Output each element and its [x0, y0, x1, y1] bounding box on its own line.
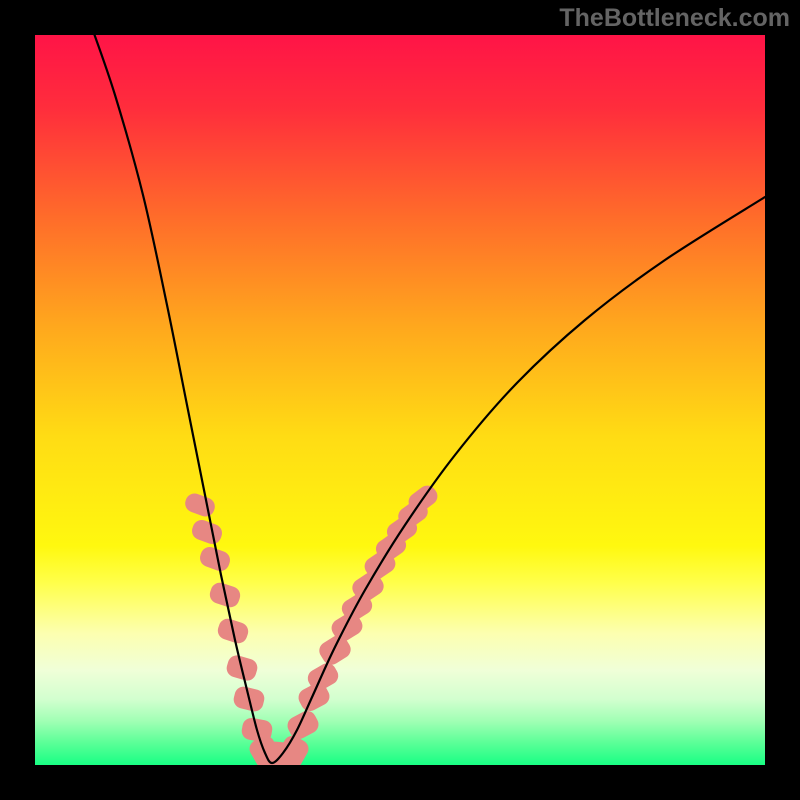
plot-area — [35, 35, 765, 765]
attribution-label: TheBottleneck.com — [559, 4, 790, 33]
plot-svg — [35, 35, 765, 765]
chart-stage: TheBottleneck.com — [0, 0, 800, 800]
gradient-background — [35, 35, 765, 765]
